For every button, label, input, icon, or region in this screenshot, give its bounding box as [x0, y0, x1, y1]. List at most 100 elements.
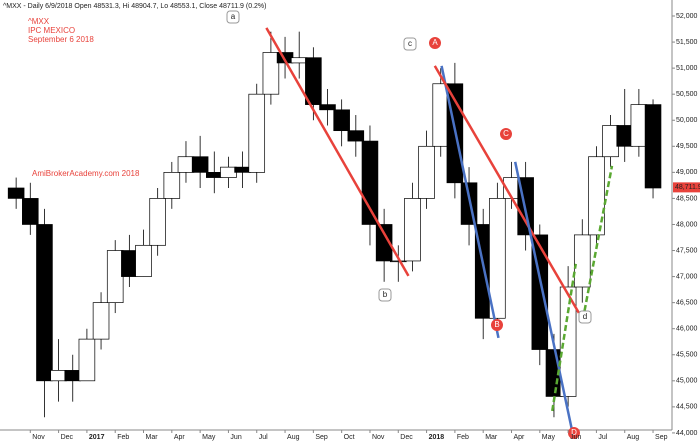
candle-body [375, 224, 393, 262]
trend-line [433, 65, 580, 314]
title: ^MXX [28, 17, 50, 26]
wave-marker [491, 319, 503, 331]
candle-body [177, 156, 195, 173]
candle-body [588, 156, 605, 236]
label-box [226, 10, 240, 24]
wave-label: B [494, 320, 499, 329]
point-label: d [583, 312, 587, 321]
y-tick-label: 47,500 [676, 247, 698, 254]
x-tick-label: Feb [457, 434, 469, 441]
wave-marker [429, 37, 441, 49]
trend-line [513, 161, 574, 430]
trend-line [440, 65, 500, 339]
candle-body [149, 198, 166, 246]
x-tick-label: Nov [32, 434, 45, 441]
wave-labels: A B C D [429, 37, 580, 439]
y-tick-label: 49,000 [676, 169, 698, 176]
last-price-label: 48,711.9 [675, 184, 700, 191]
y-tick-label: 47,000 [676, 273, 698, 280]
candle-body [347, 130, 365, 142]
candle-body [489, 198, 506, 319]
x-tick-label: Apr [514, 434, 526, 441]
y-tick-label: 46,500 [676, 299, 698, 306]
candle-body [418, 145, 435, 199]
y-tick-label: 50,000 [676, 117, 698, 124]
y-tick-label: 51,000 [676, 65, 698, 72]
y-tick-label: 50,500 [676, 91, 698, 98]
subtitle: IPC MEXICO [28, 26, 75, 35]
x-tick-label: Jul [598, 434, 607, 441]
candle-body [630, 104, 648, 147]
candle-body [616, 125, 634, 147]
x-tick-label: Jul [259, 434, 268, 441]
candle-body [290, 57, 308, 64]
point-label: a [231, 12, 236, 21]
candle-body [22, 198, 39, 225]
x-tick-label: May [202, 434, 216, 441]
x-tick-label: Dec [61, 434, 74, 441]
x-tick-label: Aug [627, 434, 640, 441]
y-tick-label: 49,500 [676, 143, 698, 150]
candle-body [361, 140, 379, 225]
x-tick-label: May [542, 434, 556, 441]
last-price-badge [673, 182, 700, 193]
plot-area [7, 27, 662, 430]
y-tick-label: 48,500 [676, 195, 698, 202]
candle-body [319, 104, 336, 111]
candle-body [50, 370, 67, 382]
candle-body [135, 244, 152, 277]
x-tick-label: Jun [570, 434, 581, 441]
label-box [578, 310, 592, 324]
x-tick-label: Mar [146, 434, 159, 441]
candle-body [206, 172, 223, 178]
candle-body [78, 338, 96, 382]
header: ^MXX - Daily 6/9/2018 Open 48531.3, Hi 4… [3, 3, 267, 10]
candle-body [106, 250, 124, 303]
label-box [378, 288, 392, 302]
x-tick-label: 2018 [429, 434, 445, 441]
x-tick-label: Jun [230, 434, 241, 441]
x-tick-label: 2017 [89, 434, 105, 441]
y-tick-label: 44,000 [676, 430, 698, 437]
wave-marker [568, 427, 580, 439]
candle-body [191, 156, 209, 173]
point-labels: a b c d [226, 10, 592, 324]
candle-body [333, 109, 350, 132]
candle-body [220, 166, 237, 178]
y-tick-label: 52,000 [676, 13, 698, 20]
point-label: b [383, 290, 388, 299]
date-label: September 6 2018 [28, 35, 94, 44]
x-tick-label: Nov [372, 434, 385, 441]
trend-line [265, 27, 410, 277]
x-tick-label: Aug [287, 434, 300, 441]
candle-body [36, 224, 53, 382]
candle-body [248, 93, 266, 173]
candle-body [602, 125, 619, 158]
wave-label: D [571, 428, 577, 437]
candle-body [121, 250, 138, 277]
x-tick-label: Oct [344, 434, 355, 441]
y-tick-label: 48,000 [676, 221, 698, 228]
candle-body [559, 286, 577, 397]
candle-body [644, 104, 662, 189]
x-tick-label: Dec [400, 434, 413, 441]
point-label: c [408, 39, 412, 48]
trend-line [583, 165, 614, 312]
candle-body [64, 370, 82, 382]
candle-body [389, 260, 407, 263]
candle-body [262, 52, 280, 95]
y-tick-label: 46,000 [676, 326, 698, 333]
candle-body [305, 57, 322, 105]
label-box [403, 37, 417, 51]
y-tick-label: 44,500 [676, 404, 698, 411]
candle-body [573, 234, 591, 288]
candle-body [234, 166, 251, 173]
candle-body [92, 302, 110, 340]
trend-line [551, 263, 577, 412]
x-tick-label: Sep [655, 434, 668, 441]
wave-label: C [503, 129, 509, 138]
x-tick-label: Mar [485, 434, 498, 441]
candle-body [163, 172, 181, 199]
